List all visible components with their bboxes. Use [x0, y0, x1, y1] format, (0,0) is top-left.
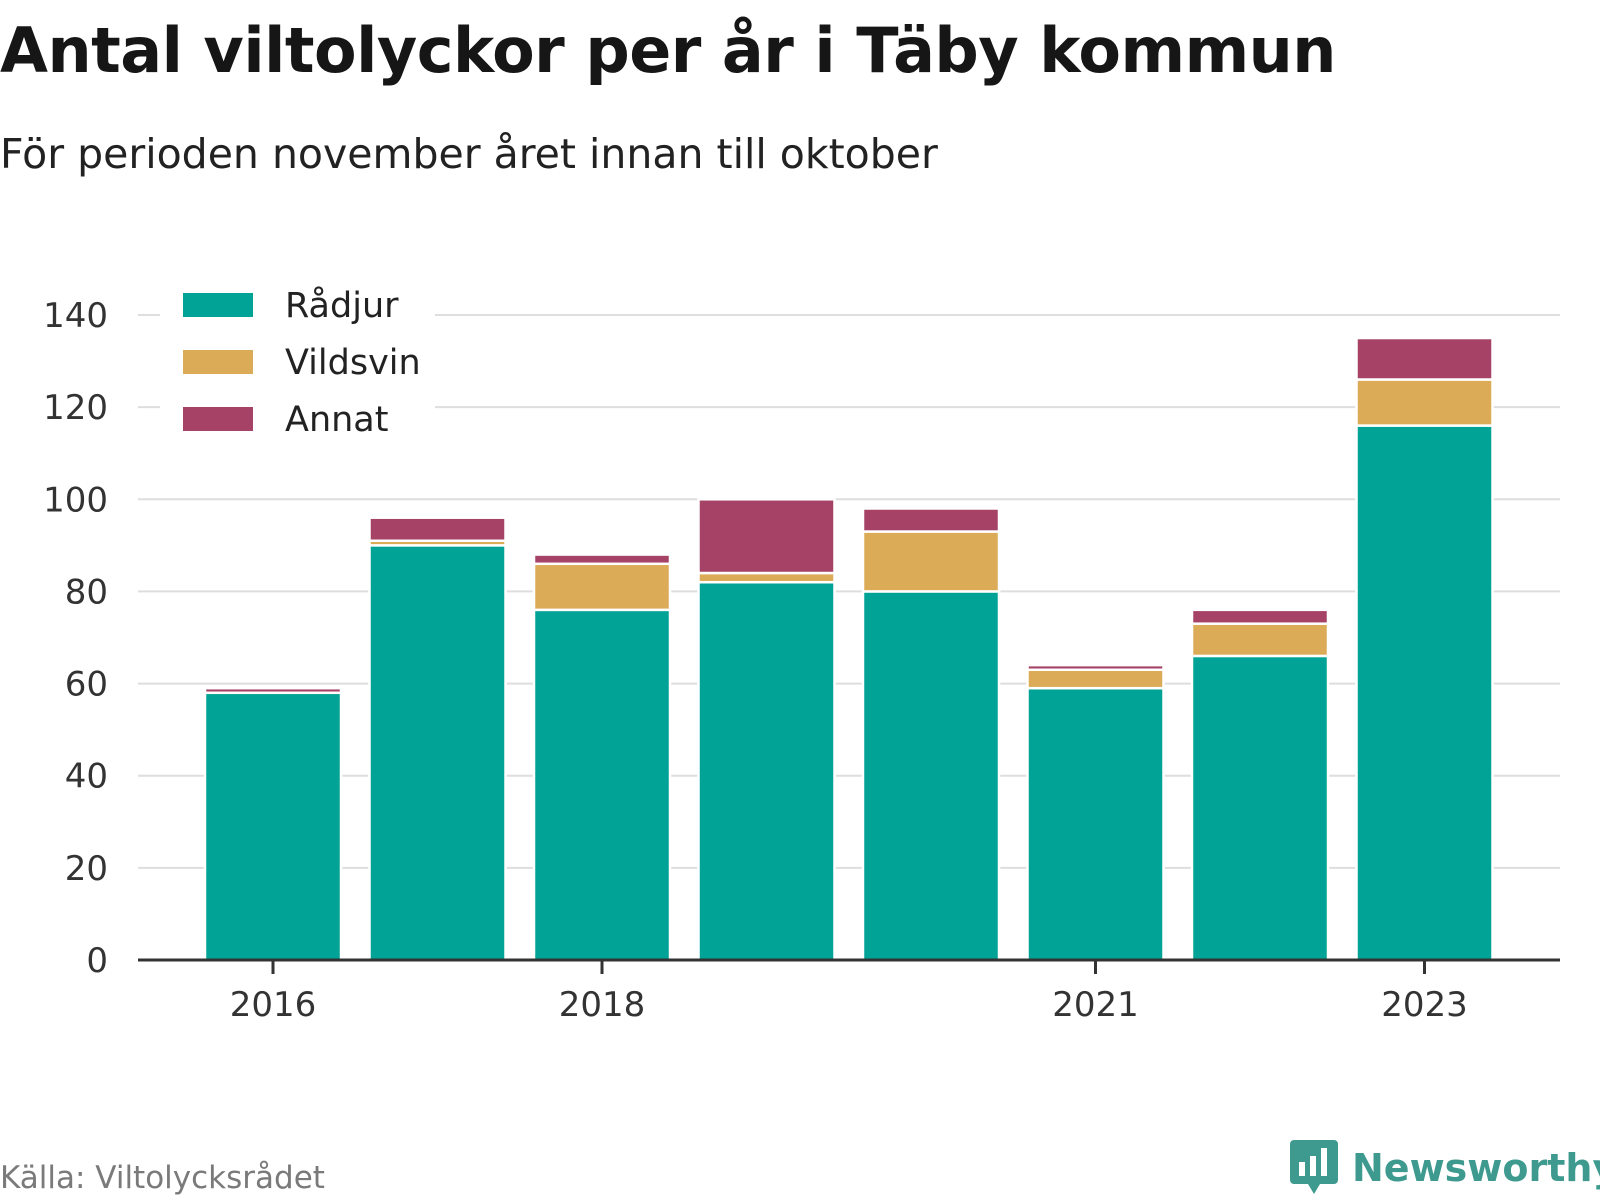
bar-segment [368, 516, 507, 543]
legend-swatch [183, 407, 253, 431]
x-tick-label: 2023 [1381, 985, 1468, 1025]
source-note: Källa: Viltolycksrådet [0, 1160, 325, 1196]
bar-segment [203, 691, 343, 962]
newsworthy-logo-icon [1290, 1140, 1338, 1194]
legend: Rådjur Vildsvin Annat [160, 280, 435, 450]
bar-segment [1190, 622, 1330, 658]
x-tick-label: 2021 [1052, 985, 1139, 1025]
y-tick-label: 120 [43, 388, 108, 428]
y-axis-tick-labels: 0 20 40 60 80 100 120 140 [43, 296, 108, 981]
chart-title: Antal viltolyckor per år i Täby kommun [0, 14, 1336, 87]
bar-segment [1026, 668, 1165, 690]
bar-segment [1355, 336, 1494, 381]
bar-segment [1355, 424, 1494, 962]
bar-segment [1190, 654, 1330, 962]
brand-name: Newsworthy [1352, 1146, 1600, 1190]
y-tick-label: 80 [65, 572, 108, 612]
y-tick-label: 60 [65, 665, 108, 705]
legend-label: Annat [285, 400, 388, 440]
bar-segment [203, 686, 343, 695]
bar-segment [861, 590, 1001, 962]
bar-segment [697, 498, 836, 575]
legend-label: Rådjur [285, 285, 399, 326]
y-tick-label: 40 [65, 757, 108, 797]
chart-subtitle: För perioden november året innan till ok… [0, 130, 938, 178]
bar-segment [697, 571, 836, 584]
legend-swatch [183, 350, 253, 374]
bar-segment [532, 553, 672, 566]
bar-segment [1355, 378, 1494, 427]
bar-segment [1026, 663, 1165, 672]
bar-segment [532, 562, 672, 612]
x-tick-label: 2016 [230, 985, 317, 1025]
brand-logo: Newsworthy [1290, 1140, 1600, 1196]
bars [203, 336, 1494, 962]
y-tick-label: 140 [43, 296, 108, 336]
bar-segment [697, 580, 836, 962]
y-tick-label: 0 [86, 941, 108, 981]
bar-segment [1190, 608, 1330, 625]
legend-label: Vildsvin [285, 343, 421, 383]
bar-segment [368, 544, 507, 962]
y-tick-label: 100 [43, 480, 108, 520]
x-axis: 2016 2018 2021 2023 [138, 958, 1560, 1025]
bar-segment [1026, 686, 1165, 962]
y-tick-label: 20 [65, 849, 108, 889]
bar-segment [532, 608, 672, 962]
legend-swatch [183, 293, 253, 317]
x-tick-label: 2018 [559, 985, 646, 1025]
bar-segment [861, 530, 1001, 593]
bar-segment [861, 507, 1001, 533]
